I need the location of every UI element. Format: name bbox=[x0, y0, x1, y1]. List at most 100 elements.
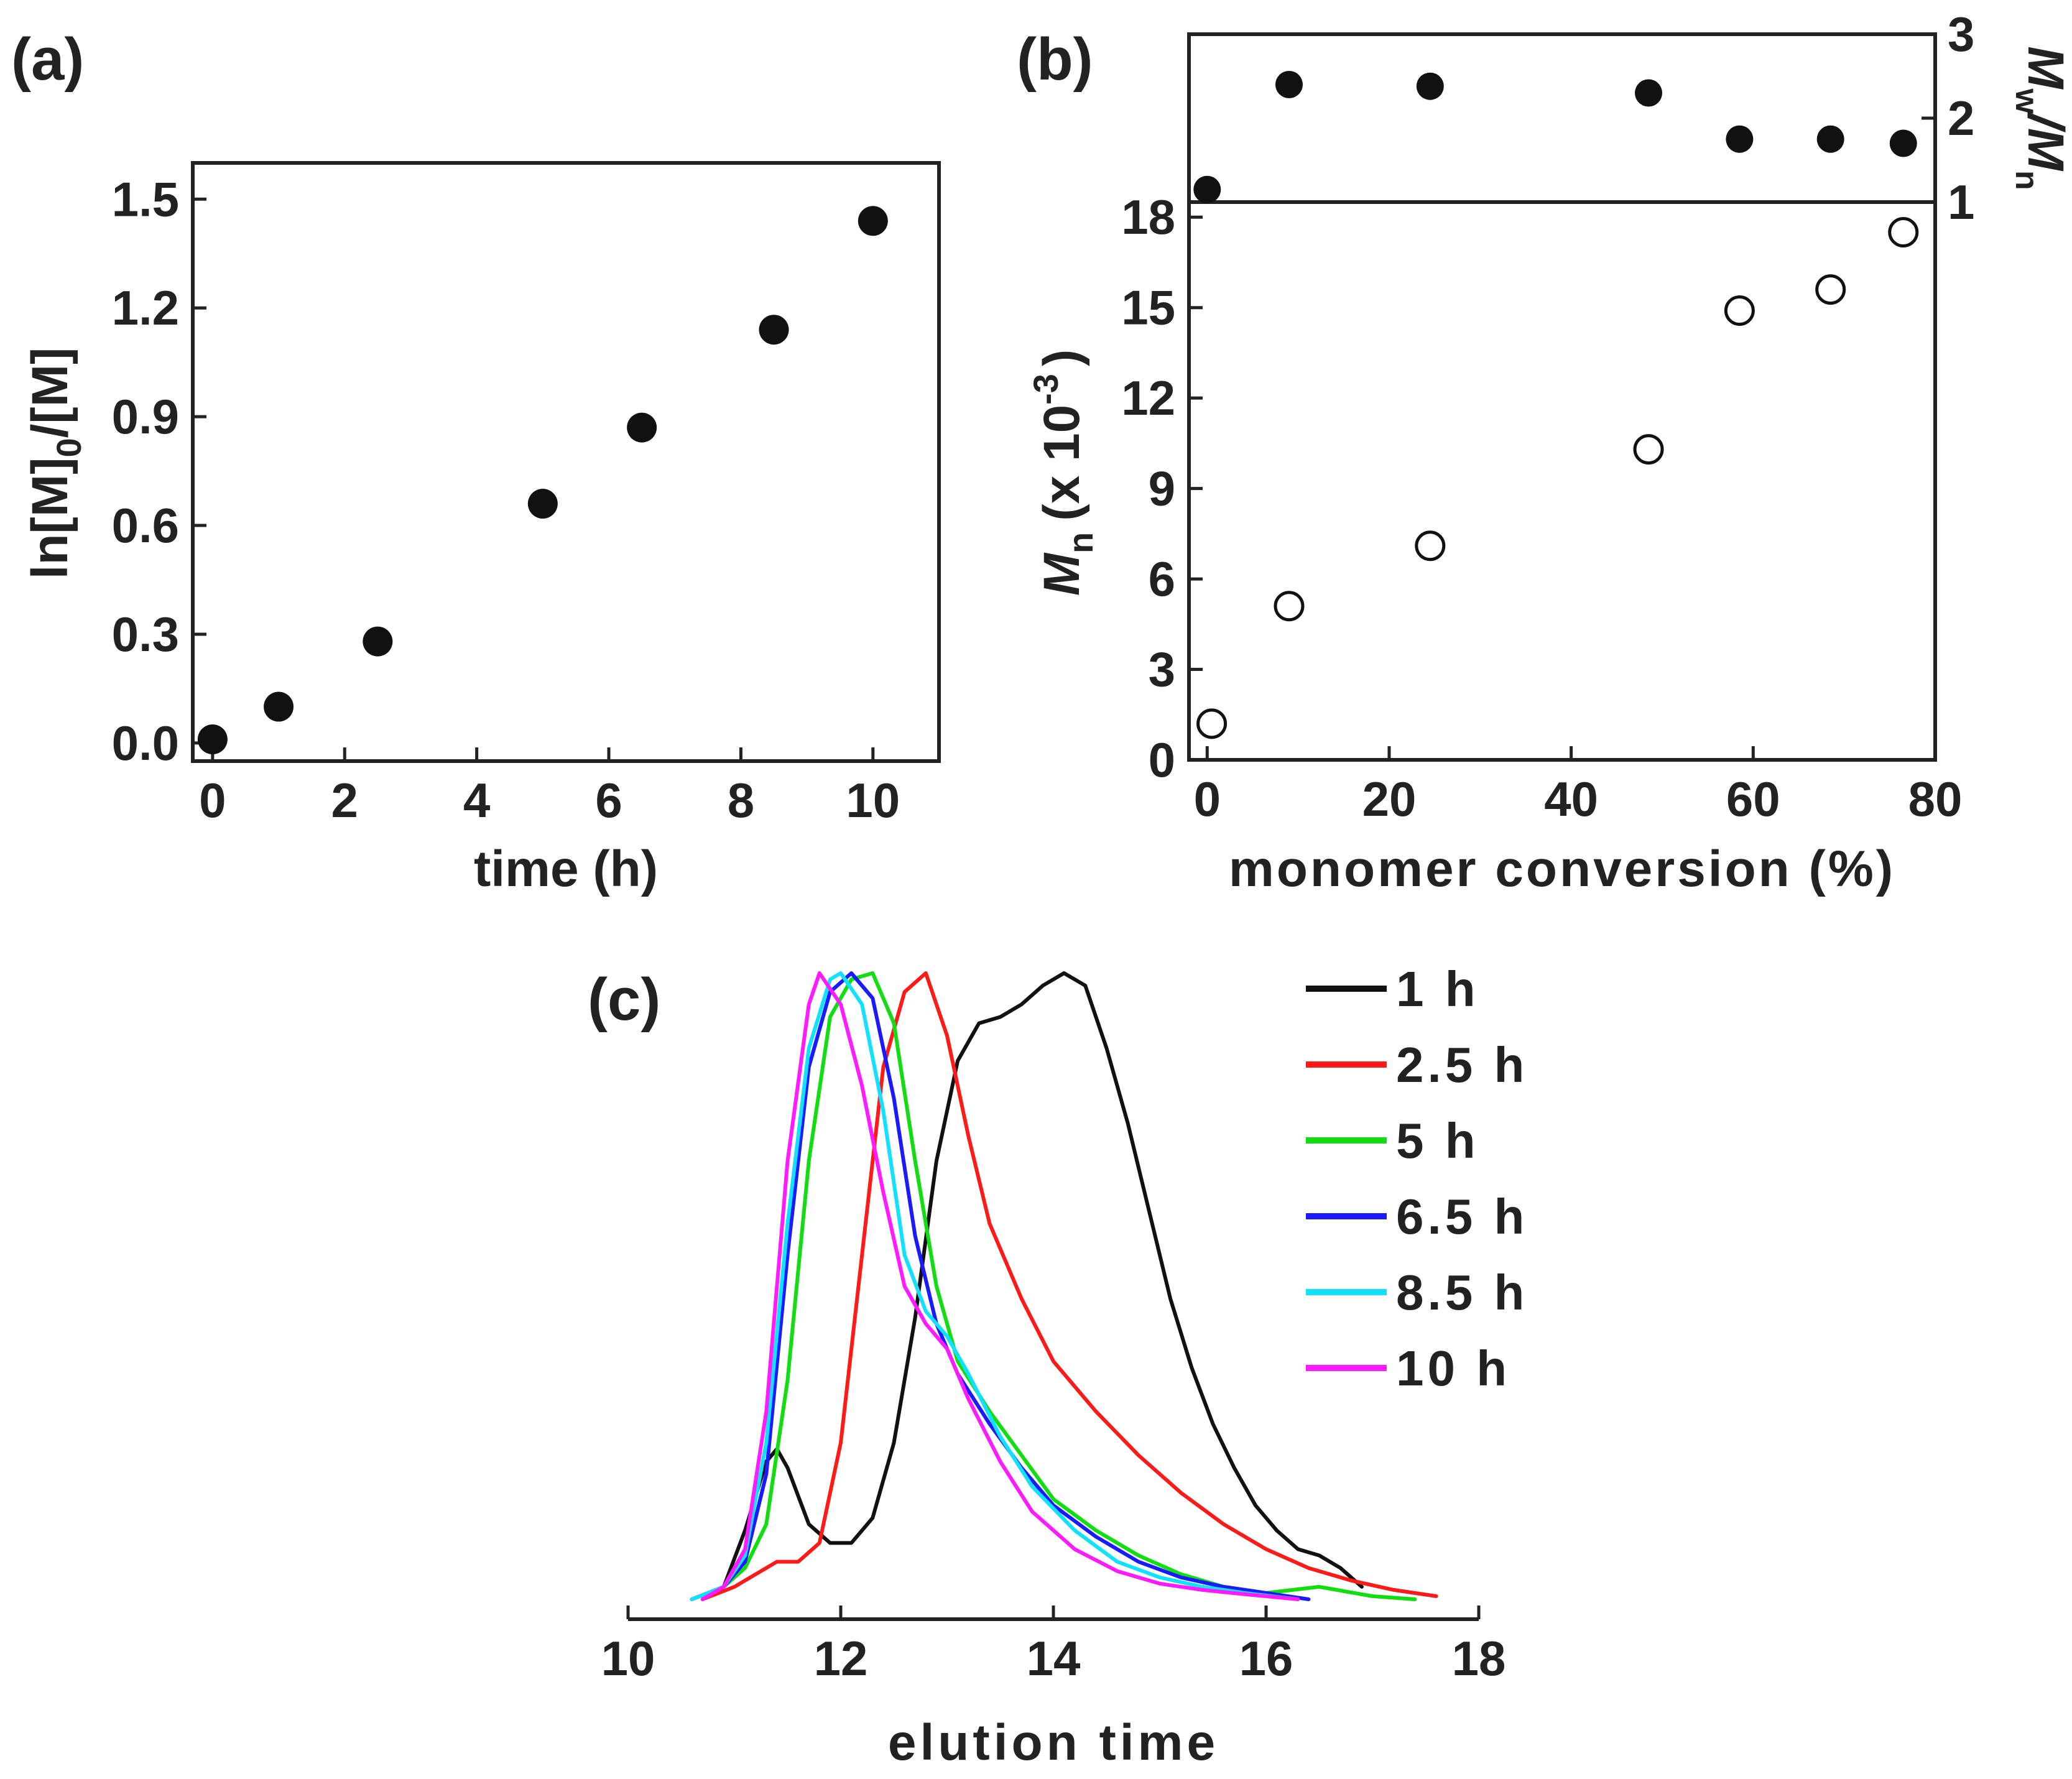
panel-a-x-tick-label: 4 bbox=[463, 773, 490, 828]
panel-a-y-tick-label: 0.3 bbox=[112, 607, 179, 662]
panel-b-pdi-point bbox=[1275, 71, 1303, 98]
panel-c-x-tick-label: 10 bbox=[601, 1631, 655, 1686]
panel-a-x-axis-label: time (h) bbox=[474, 841, 658, 897]
panel-b-bottom-y-tick-label: 0 bbox=[1149, 732, 1175, 787]
panel-b-bot-y-label-exp: -3 bbox=[1026, 374, 1065, 405]
panel-c-series-line bbox=[690, 971, 1311, 1601]
panel-b-mn-points bbox=[1196, 216, 1919, 739]
panel-b-bottom-y-tick-label: 15 bbox=[1121, 280, 1175, 335]
panel-b-mn-point bbox=[1888, 216, 1919, 247]
panel-b-mn-point bbox=[1724, 295, 1755, 326]
panel-a-x-tick-label: 6 bbox=[595, 773, 622, 828]
panel-b-mn-point bbox=[1274, 591, 1305, 622]
panel-b-bottom-y-ticks: 0 3 6 9 12 15 18 bbox=[1121, 190, 1203, 787]
panel-b-x-tick-label: 20 bbox=[1362, 772, 1417, 826]
panel-b-bot-y-label-end: ) bbox=[1034, 349, 1090, 366]
panel-b-bottom-y-tick-label: 3 bbox=[1149, 642, 1175, 697]
panel-b-bot-y-label-rest: (x 10 bbox=[1034, 405, 1090, 521]
panel-c-series-line bbox=[700, 971, 1300, 1601]
panel-a-y-ticks: 0.0 0.3 0.6 0.9 1.2 1.5 bbox=[112, 172, 206, 770]
panel-a-points bbox=[197, 206, 888, 755]
panel-a-x-tick-label: 2 bbox=[331, 773, 358, 828]
panel-b-top-y-label-w: w bbox=[2009, 88, 2045, 114]
panel-a-x-tick-label: 0 bbox=[199, 773, 226, 828]
panel-b-x-axis-label: monomer conversion (%) bbox=[1229, 841, 1895, 897]
panel-c-series-line bbox=[690, 971, 1364, 1601]
panel-a-x-tick-label: 10 bbox=[846, 773, 900, 828]
panel-a-y-tick-label: 0.9 bbox=[112, 389, 179, 444]
panel-c-legend-label: 2.5 h bbox=[1396, 1037, 1528, 1093]
panel-c-label: (c) bbox=[588, 966, 660, 1033]
panel-b-top-y-label-mid: /M bbox=[2017, 111, 2072, 172]
panel-b-mn-point bbox=[1633, 434, 1664, 465]
panel-c-legend-label: 5 h bbox=[1396, 1113, 1479, 1168]
panel-b-top-y-label-n: n bbox=[2009, 170, 2045, 190]
panel-a-y-label-main: ln[M] bbox=[22, 458, 78, 580]
panel-b-top-y-tick-label: 2 bbox=[1948, 91, 1974, 146]
panel-c-x-tick-label: 18 bbox=[1452, 1631, 1506, 1686]
panel-a-data-point bbox=[858, 206, 888, 236]
panel-c-legend-label: 1 h bbox=[1396, 961, 1479, 1017]
panel-a-y-tick-label: 1.2 bbox=[112, 280, 179, 335]
panel-a-data-point bbox=[527, 489, 558, 519]
panel-a-x-ticks: 0 2 4 6 8 10 bbox=[199, 747, 900, 828]
panel-b-x-tick-label: 40 bbox=[1544, 772, 1598, 826]
panel-b-bot-y-label-n: n bbox=[1061, 532, 1100, 553]
panel-c-series-line bbox=[690, 971, 1300, 1601]
panel-b-x-tick-label: 80 bbox=[1908, 772, 1963, 826]
panel-a-data-point bbox=[363, 626, 393, 657]
panel-b-top-y-tick-label: 3 bbox=[1948, 7, 1974, 62]
panel-a-y-label-sub: 0 bbox=[49, 438, 88, 457]
panel-a-data-point bbox=[627, 412, 657, 443]
panel-b-mn-point bbox=[1196, 708, 1228, 739]
panel-a-y-axis-label: ln[M]0/[M] bbox=[22, 348, 88, 580]
panel-c-x-tick-label: 14 bbox=[1027, 1631, 1081, 1686]
panel-c-series-line bbox=[700, 971, 1438, 1601]
panel-c-x-tick-label: 12 bbox=[814, 1631, 868, 1686]
panel-b-mn-point bbox=[1415, 530, 1446, 561]
panel-b-label: (b) bbox=[1017, 26, 1093, 93]
panel-b-top-y-tick-label: 1 bbox=[1948, 175, 1974, 229]
panel-b-bottom-y-axis-label: Mn (x 10-3) bbox=[1026, 349, 1100, 596]
panel-c: (c) 10 12 14 16 18 1 h 2.5 h 5 h 6.5 h 8.5 h 10 h… bbox=[588, 961, 1528, 1771]
panel-a-y-label-rest: /[M] bbox=[22, 348, 78, 438]
panel-a-x-tick-label: 8 bbox=[728, 773, 754, 828]
panel-b-pdi-point bbox=[1193, 175, 1221, 203]
panel-b-pdi-point bbox=[1816, 125, 1844, 153]
panel-b-x-tick-label: 60 bbox=[1726, 772, 1780, 826]
panel-b-pdi-point bbox=[1889, 129, 1917, 157]
panel-c-x-axis-label: elution time bbox=[888, 1714, 1219, 1771]
panel-b-top-y-label-m1: M bbox=[2017, 46, 2072, 90]
panel-b-bottom-y-tick-label: 12 bbox=[1121, 371, 1175, 425]
panel-b-x-ticks: 0 20 40 60 80 bbox=[1194, 746, 1963, 826]
panel-a-y-tick-label: 1.5 bbox=[112, 172, 179, 226]
panel-a-frame bbox=[191, 161, 941, 763]
panel-c-legend-label: 6.5 h bbox=[1396, 1189, 1528, 1244]
panel-c-lines bbox=[690, 971, 1438, 1601]
panel-c-x-ticks: 10 12 14 16 18 bbox=[601, 1606, 1506, 1686]
panel-b-pdi-point bbox=[1416, 72, 1444, 100]
panel-b-pdi-point bbox=[1726, 125, 1754, 153]
panel-c-legend-label: 8.5 h bbox=[1396, 1265, 1528, 1320]
panel-c-legend-label: 10 h bbox=[1396, 1341, 1510, 1396]
panel-c-x-tick-label: 16 bbox=[1239, 1631, 1293, 1686]
panel-b-top-y-ticks: 1 2 3 bbox=[1922, 7, 1974, 229]
panel-a: (a) 0 2 4 6 8 10 0.00.30.60.91.21.5 time (h) … bbox=[11, 26, 941, 897]
panel-b-x-tick-label: 0 bbox=[1194, 772, 1221, 826]
panel-b-bot-y-label-m: M bbox=[1034, 552, 1090, 596]
panel-b-bottom-y-tick-label: 18 bbox=[1121, 190, 1175, 244]
panel-b-mn-point bbox=[1815, 274, 1846, 305]
panel-a-data-point bbox=[759, 315, 789, 345]
panel-a-data-point bbox=[197, 724, 228, 755]
panel-a-y-tick-label: 0.0 bbox=[112, 716, 179, 770]
panel-a-data-point bbox=[264, 691, 294, 722]
panel-b-bottom-y-tick-label: 6 bbox=[1149, 552, 1175, 606]
panel-a-y-tick-label: 0.6 bbox=[112, 498, 179, 553]
panel-c-legend: 1 h 2.5 h 5 h 6.5 h 8.5 h 10 h bbox=[1306, 961, 1528, 1396]
panel-b-top-y-axis-label: Mw/Mn bbox=[2009, 46, 2072, 190]
panel-b-pdi-points bbox=[1193, 71, 1917, 203]
panel-a-label: (a) bbox=[11, 26, 84, 93]
panel-b-bottom-y-tick-label: 9 bbox=[1149, 461, 1175, 516]
